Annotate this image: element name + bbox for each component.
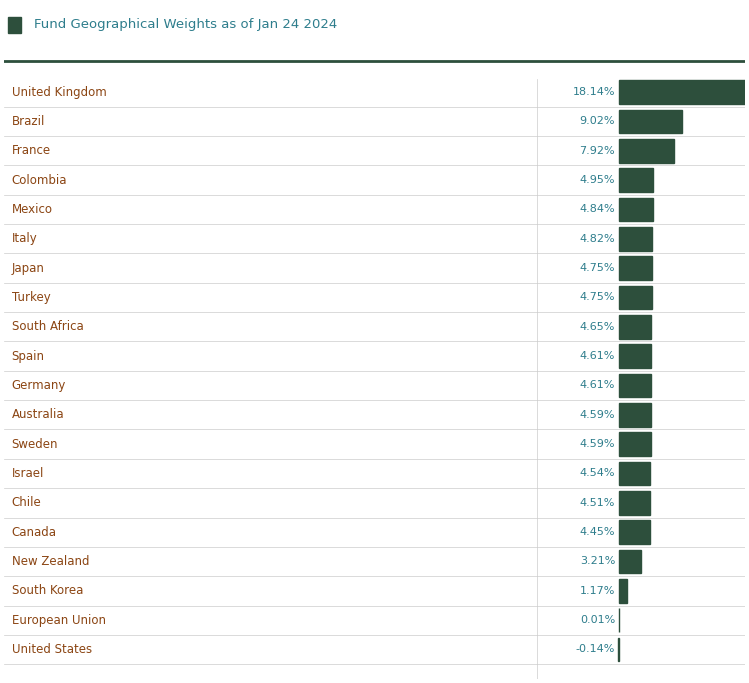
Text: United Kingdom: United Kingdom [11,85,106,98]
Text: 4.75%: 4.75% [580,263,615,273]
Text: 4.65%: 4.65% [580,322,615,332]
Text: United States: United States [11,643,91,656]
Bar [619,139,674,163]
Text: Italy: Italy [11,232,37,245]
Bar [619,198,652,221]
Text: 7.92%: 7.92% [580,146,615,156]
Bar [619,227,652,251]
Text: Spain: Spain [11,350,45,363]
Bar [619,285,652,309]
Bar [619,256,652,280]
Text: France: France [11,144,51,157]
Text: New Zealand: New Zealand [11,555,89,568]
Bar [8,17,21,33]
Bar [619,315,651,339]
Text: 4.95%: 4.95% [580,175,615,185]
Text: South Africa: South Africa [11,320,83,333]
Bar [619,462,650,485]
Bar [619,550,641,573]
Text: Colombia: Colombia [11,173,67,186]
Bar [619,344,651,368]
Text: 9.02%: 9.02% [580,117,615,126]
Bar [619,81,745,104]
Text: 4.75%: 4.75% [580,292,615,303]
Text: 4.45%: 4.45% [580,527,615,537]
Text: 4.82%: 4.82% [580,234,615,244]
Text: 4.59%: 4.59% [580,410,615,420]
Text: 4.84%: 4.84% [580,204,615,214]
Bar [619,374,651,398]
Text: 3.21%: 3.21% [580,557,615,566]
Text: Fund Geographical Weights as of Jan 24 2024: Fund Geographical Weights as of Jan 24 2… [34,18,337,31]
Text: Chile: Chile [11,497,41,510]
Bar [619,520,650,544]
Text: -0.14%: -0.14% [576,645,615,654]
Text: 4.61%: 4.61% [580,351,615,361]
Text: 1.17%: 1.17% [580,586,615,596]
Bar [618,638,619,661]
Text: 4.61%: 4.61% [580,380,615,391]
Text: 4.54%: 4.54% [580,469,615,479]
Bar [619,110,682,133]
Text: Japan: Japan [11,262,44,275]
Bar [619,432,651,456]
Bar [619,491,650,514]
Text: 18.14%: 18.14% [573,87,615,97]
Text: 4.59%: 4.59% [580,439,615,449]
Text: Sweden: Sweden [11,438,58,451]
Text: Germany: Germany [11,379,66,392]
Text: South Korea: South Korea [11,585,83,598]
Text: Canada: Canada [11,526,57,539]
Text: 4.51%: 4.51% [580,498,615,508]
Text: European Union: European Union [11,613,106,627]
Text: Turkey: Turkey [11,291,50,304]
Text: Israel: Israel [11,467,44,480]
Bar [619,579,627,602]
Text: Mexico: Mexico [11,203,52,216]
Bar [619,403,651,427]
Text: 0.01%: 0.01% [580,615,615,625]
Text: Australia: Australia [11,408,64,421]
Text: Brazil: Brazil [11,115,45,128]
Bar [619,169,653,192]
